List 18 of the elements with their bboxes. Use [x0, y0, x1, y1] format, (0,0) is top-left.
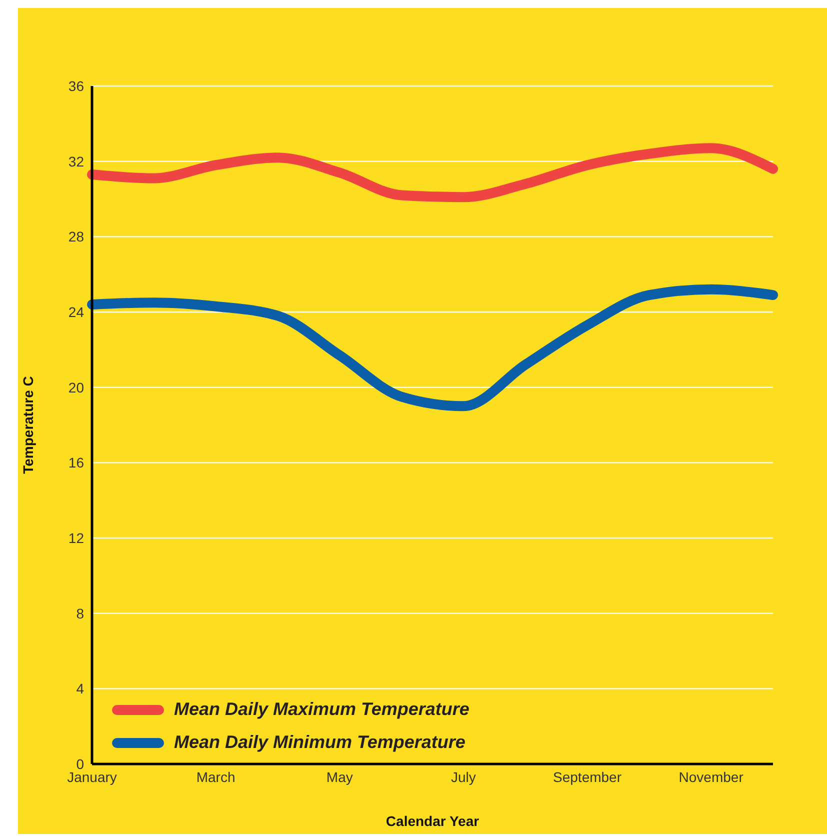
legend-label: Mean Daily Minimum Temperature — [174, 732, 466, 753]
y-tick-label: 24 — [68, 304, 84, 320]
x-tick-label: July — [451, 768, 476, 785]
y-tick-label: 8 — [76, 605, 84, 622]
y-tick-label: 16 — [68, 454, 84, 471]
y-tick-label: 12 — [68, 530, 84, 546]
legend-label: Mean Daily Maximum Temperature — [174, 699, 470, 720]
y-tick-label: 36 — [68, 78, 84, 94]
y-tick-label: 28 — [68, 228, 84, 245]
x-axis-title: Calendar Year — [386, 813, 480, 829]
x-tick-label: November — [678, 768, 744, 785]
x-tick-label: May — [326, 768, 353, 785]
y-axis-title: Temperature C — [20, 376, 36, 474]
x-tick-label: September — [553, 768, 622, 785]
y-tick-label: 20 — [68, 379, 84, 396]
y-tick-label: 32 — [68, 153, 84, 170]
x-tick-label: March — [196, 768, 236, 785]
y-tick-label: 4 — [76, 680, 84, 697]
